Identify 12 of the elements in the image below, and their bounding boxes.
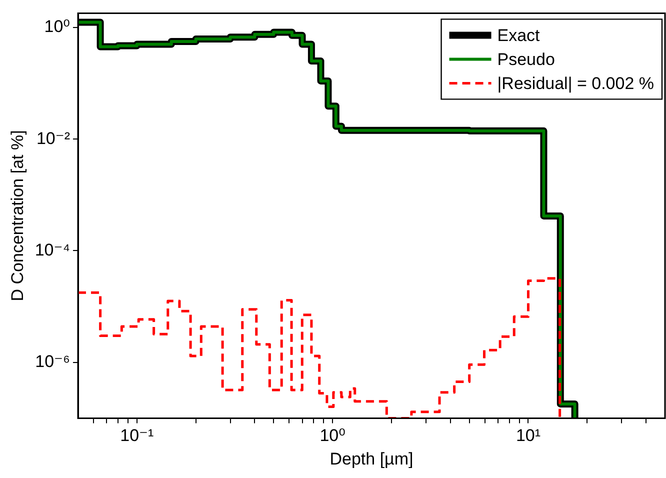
- y-axis-title: D Concentration [at %]: [8, 130, 27, 302]
- y-tick-label: 10⁻⁴: [34, 240, 70, 260]
- y-tick-label: 10⁰: [44, 17, 70, 36]
- legend-label: |Residual| = 0.002 %: [497, 74, 654, 93]
- x-tick-label: 10⁻¹: [120, 426, 154, 446]
- y-tick-label: 10⁻⁶: [35, 352, 70, 372]
- x-tick-label: 10¹: [516, 426, 541, 446]
- x-tick-label: 10⁰: [320, 426, 346, 446]
- x-axis-title: Depth [µm]: [330, 449, 414, 468]
- legend-label: Exact: [497, 26, 540, 45]
- y-tick-label: 10⁻²: [36, 128, 70, 148]
- legend-label: Pseudo: [497, 50, 555, 69]
